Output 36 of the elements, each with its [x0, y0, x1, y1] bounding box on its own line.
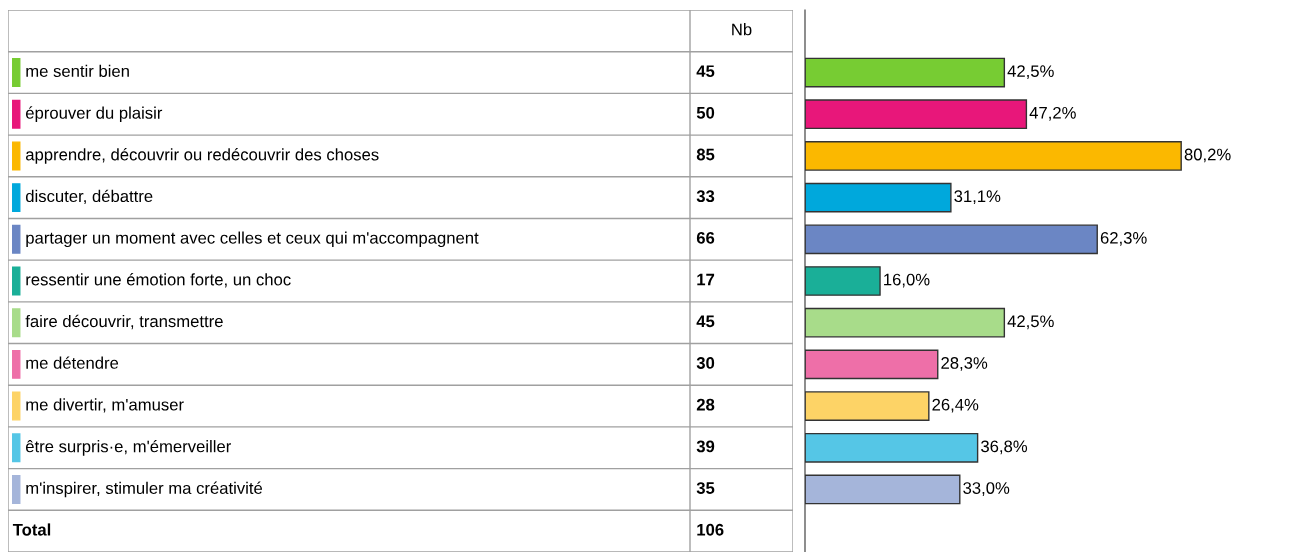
data-label: 28,3% [941, 357, 988, 371]
text: 33 [696, 190, 715, 203]
y-tick-label: ressentir une émotion forte, un choc [26, 273, 291, 288]
y-tick-label: me sentir bien [26, 64, 129, 78]
y-tick-label: apprendre, découvrir ou redécouvrir des choses [25, 148, 379, 164]
text: Nb [732, 23, 752, 36]
y-tick-label: discuter, débattre [25, 189, 153, 205]
text: 17 [697, 273, 715, 286]
text: 28 [696, 398, 715, 411]
text: 85 [696, 148, 715, 161]
data-label: 33,0% [963, 482, 1010, 496]
y-tick-label: m'inspirer, stimuler ma créativité [26, 481, 263, 498]
y-tick-label: me divertir, m'amuser [26, 398, 184, 413]
data-label: 42,5% [1007, 65, 1054, 79]
data-label: 47,2% [1029, 106, 1076, 121]
data-label: 36,8% [981, 440, 1028, 455]
y-tick-label: faire découvrir, transmettre [25, 314, 223, 330]
y-tick-label: partager un moment avec celles et ceux qui m'accompagnent [26, 231, 479, 248]
data-label: 16,0% [884, 273, 930, 288]
text: 30 [696, 357, 715, 369]
text: 35 [696, 482, 715, 494]
text: 66 [696, 231, 715, 244]
text: 39 [696, 440, 715, 453]
data-label: 80,2% [1184, 148, 1231, 163]
text: 50 [696, 106, 715, 119]
data-label: 42,5% [1007, 315, 1054, 330]
data-label: 31,1% [954, 190, 1001, 205]
text: 106 [697, 523, 724, 536]
text: 45 [696, 65, 715, 78]
text: 45 [696, 315, 715, 328]
y-tick-label: être surpris·e, m'émerveiller [25, 439, 231, 456]
y-tick-label: me détendre [26, 356, 119, 369]
text: Total [12, 523, 51, 536]
y-tick-label: éprouver du plaisir [25, 106, 163, 123]
data-label: 26,4% [932, 398, 979, 413]
data-label: 62,3% [1100, 231, 1147, 246]
